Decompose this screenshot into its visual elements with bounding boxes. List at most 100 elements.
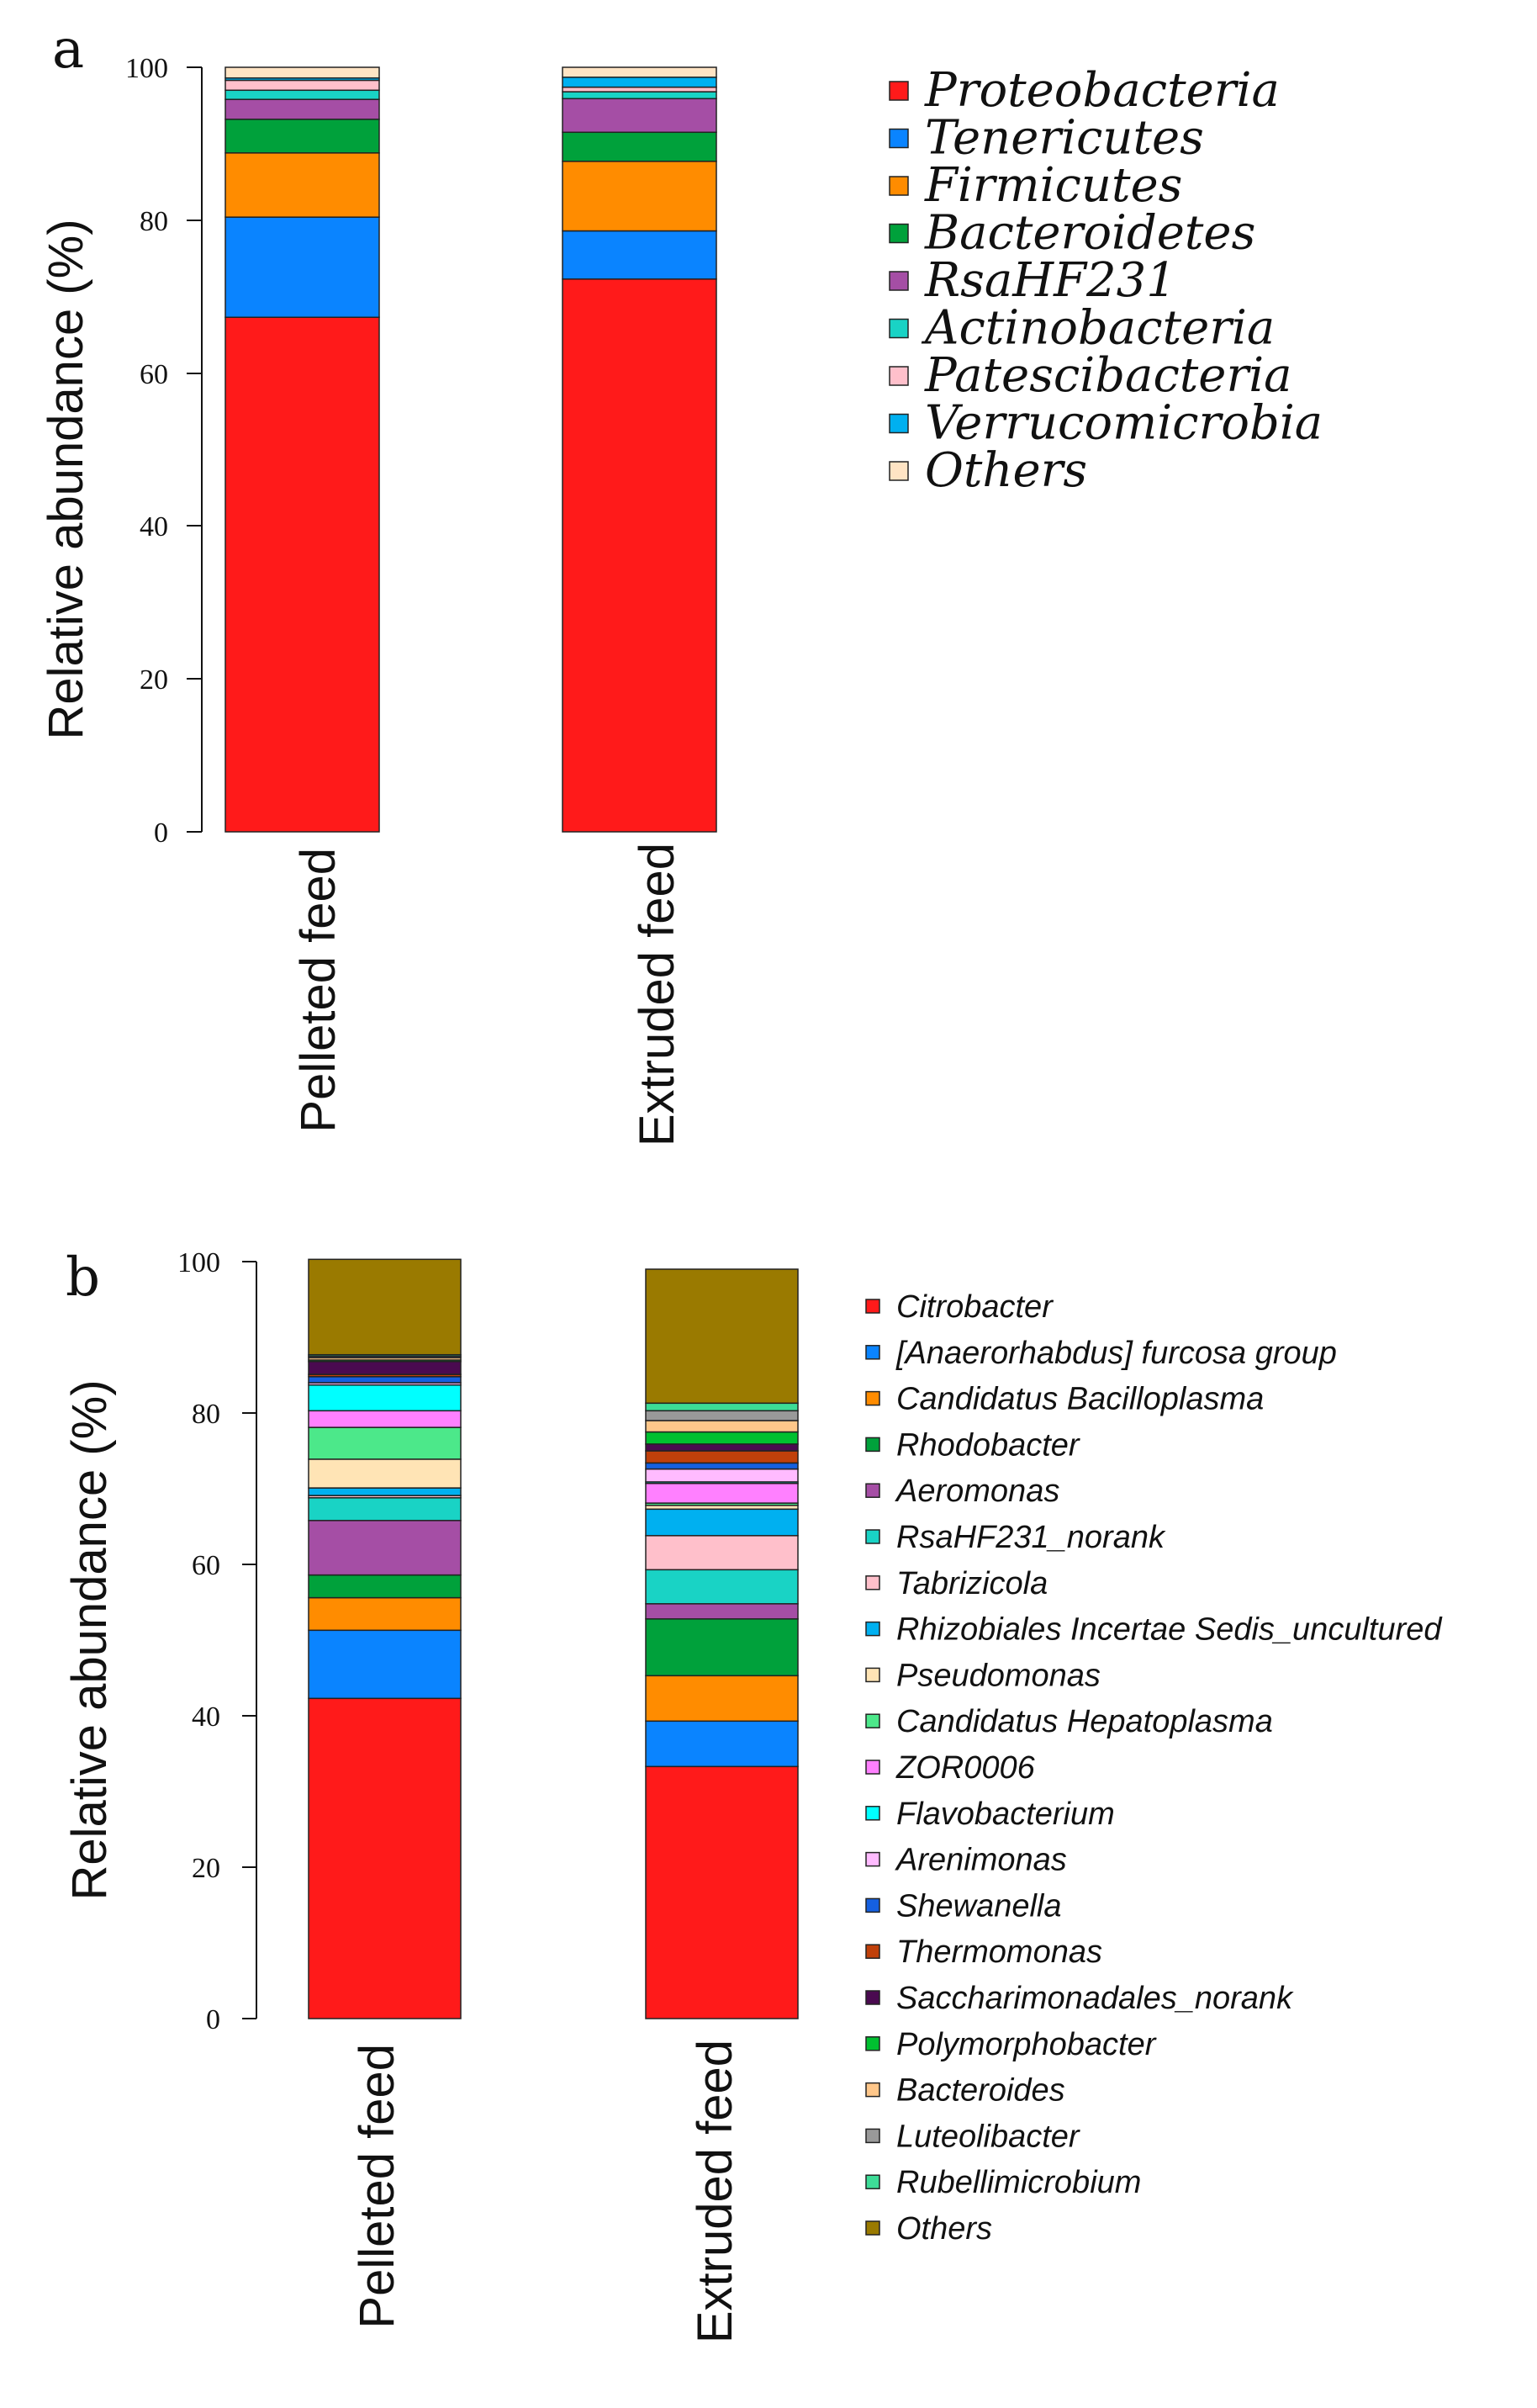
panel-a-legend-label-verrucomicrobia: Verrucomicrobia: [925, 396, 1323, 451]
panel-b-legend-label-rhizobiales-incertae-sedis-uncultured: Rhizobiales Incertae Sedis_uncultured: [896, 1612, 1443, 1648]
panel-a-legend-swatch-actinobacteria: [889, 318, 909, 339]
panel-a-bar-extruded-feed-proteobacteria: [562, 278, 717, 833]
panel-b-legend-swatch-tabrizicola: [865, 1575, 880, 1590]
panel-b-legend-label-arenimonas: Arenimonas: [895, 1843, 1067, 1878]
panel-b-legend-swatch-zor0006: [865, 1760, 880, 1775]
panel-a-tick-label-100: 100: [125, 53, 168, 84]
panel-b-legend-swatch-flavobacterium: [865, 1806, 880, 1821]
panel-b-bar-pelleted-feed-shewanella: [308, 1376, 462, 1384]
panel-a-bars: [224, 66, 717, 833]
panel-a-bar-extruded-feed-verrucomicrobia: [562, 77, 717, 88]
panel-a-legend-swatch-bacteroidetes: [889, 223, 909, 244]
panel-a-legend-swatch-verrucomicrobia: [889, 413, 909, 434]
panel-a-legend: ProteobacteriaTenericutesFirmicutesBacte…: [889, 63, 1323, 498]
panel-a-legend-label-firmicutes: Firmicutes: [924, 158, 1182, 213]
panel-b-legend-swatch-candidatus-hepatoplasma: [865, 1713, 880, 1728]
panel-a-legend-label-actinobacteria: Actinobacteria: [921, 301, 1275, 356]
panel-b-bar-pelleted-feed-flavobacterium: [308, 1384, 462, 1412]
panel-b-bar-extruded-feed-bacteroides: [645, 1420, 799, 1433]
panel-b-legend-swatch-bacteroides: [865, 2082, 880, 2098]
panel-a-bar-extruded-feed-tenericutes: [562, 230, 717, 280]
panel-b-bar-pelleted-feed-aeromonas: [308, 1520, 462, 1576]
panel-b-legend-label-others: Others: [896, 2211, 992, 2247]
panel-b-bar-pelleted-feed-rsahf231-norank: [308, 1497, 462, 1522]
panel-b-legend-swatch-rubellimicrobium: [865, 2174, 880, 2189]
panel-a-legend-label-patescibacteria: Patescibacteria: [924, 348, 1292, 403]
panel-b-bar-pelleted-feed-rhodobacter: [308, 1574, 462, 1599]
panel-b-legend-label-luteolibacter: Luteolibacter: [896, 2119, 1080, 2154]
panel-a-category-extruded: Extruded feed: [630, 843, 684, 1146]
panel-a-legend-swatch-rsahf231: [889, 271, 909, 291]
panel-b-bar-extruded-feed-thermomonas: [645, 1450, 799, 1464]
panel-b-legend-label-anaerorhabdus-furcosa-group: [Anaerorhabdus] furcosa group: [895, 1336, 1337, 1371]
panel-b-legend-swatch-candidatus-bacilloplasma: [865, 1390, 880, 1406]
panel-b-bar-extruded-feed-shewanella: [645, 1462, 799, 1470]
panel-b-legend-swatch-saccharimonadales-norank: [865, 1990, 880, 2005]
panel-b-legend-swatch-others: [865, 2220, 880, 2236]
panel-a-bar-extruded-feed-firmicutes: [562, 161, 717, 232]
panel-b-bar-extruded-feed-candidatus-bacilloplasma: [645, 1675, 799, 1723]
panel-b-bar-pelleted-feed-rhizobiales-incertae-sedis-uncultured: [308, 1487, 462, 1496]
panel-b-tick-label-100: 100: [177, 1247, 220, 1278]
panel-b-bar-pelleted-feed-candidatus-bacilloplasma: [308, 1596, 462, 1632]
panel-a-y-axis-title: Relative abundance (%): [39, 219, 93, 739]
panel-a-legend-swatch-firmicutes: [889, 176, 909, 196]
panel-b-legend-label-bacteroides: Bacteroides: [896, 2073, 1065, 2109]
panel-b-legend-label-polymorphobacter: Polymorphobacter: [896, 2027, 1157, 2062]
panel-b-legend-label-aeromonas: Aeromonas: [895, 1474, 1059, 1509]
panel-b: b Relative abundance (%) 0 20 40 60 80 1…: [62, 1246, 1443, 2343]
panel-a-bar-pelleted-feed-firmicutes: [224, 152, 380, 218]
panel-a-tick-label-60: 60: [140, 359, 168, 390]
panel-b-legend-swatch-pseudomonas: [865, 1667, 880, 1683]
panel-b-legend-label-tabrizicola: Tabrizicola: [896, 1566, 1048, 1601]
panel-a-legend-label-rsahf231: RsaHF231: [924, 253, 1176, 308]
panel-b-bar-pelleted-feed-citrobacter: [308, 1697, 462, 2019]
panel-b-bar-extruded-feed-aeromonas: [645, 1603, 799, 1620]
panel-b-bar-extruded-feed-others: [645, 1268, 799, 1405]
panel-a-tick-label-80: 80: [140, 206, 168, 237]
panel-b-bar-pelleted-feed-others: [308, 1258, 462, 1356]
panel-b-legend-label-rhodobacter: Rhodobacter: [896, 1427, 1080, 1463]
panel-b-bar-extruded-feed-saccharimonadales-norank: [645, 1443, 799, 1452]
panel-b-y-axis-title: Relative abundance (%): [62, 1379, 117, 1900]
panel-b-legend-swatch-thermomonas: [865, 1944, 880, 1959]
panel-b-bar-extruded-feed-polymorphobacter: [645, 1431, 799, 1445]
panel-b-legend-swatch-aeromonas: [865, 1483, 880, 1498]
panel-a-legend-swatch-tenericutes: [889, 128, 909, 149]
panel-a-legend-swatch-others: [889, 461, 909, 481]
panel-a-y-ticks: 0 20 40 60 80 100: [125, 53, 202, 849]
panel-a-category-pelleted: Pelleted feed: [291, 848, 346, 1133]
panel-b-legend-label-saccharimonadales-norank: Saccharimonadales_norank: [896, 1981, 1294, 2016]
panel-b-bar-extruded-feed-rhizobiales-incertae-sedis-uncultured: [645, 1508, 799, 1537]
panel-b-legend: Citrobacter [Anaerorhabdus] furcosa group…: [865, 1289, 1443, 2247]
panel-b-bar-extruded-feed-rhodobacter: [645, 1618, 799, 1677]
panel-a-tick-label-20: 20: [140, 664, 168, 696]
panel-b-legend-swatch-anaerorhabdus-furcosa-group: [865, 1345, 880, 1360]
panel-b-bar-extruded-feed-citrobacter: [645, 1765, 799, 2019]
panel-b-bar-pelleted-feed-anaerorhabdus-furcosa-group: [308, 1629, 462, 1700]
panel-a-bar-extruded-feed-others: [562, 66, 717, 78]
panel-b-legend-swatch-citrobacter: [865, 1299, 880, 1314]
panel-b-category-pelleted: Pelleted feed: [350, 2044, 404, 2329]
panel-b-bar-pelleted-feed-zor0006: [308, 1410, 462, 1428]
panel-b-tick-label-20: 20: [192, 1853, 220, 1884]
panel-a-bar-pelleted-feed-others: [224, 66, 380, 79]
panel-b-legend-label-rsahf231-norank: RsaHF231_norank: [896, 1520, 1166, 1555]
panel-a-bar-extruded-feed-bacteroidetes: [562, 131, 717, 162]
panel-a-legend-swatch-proteobacteria: [889, 81, 909, 101]
panel-b-legend-swatch-polymorphobacter: [865, 2036, 880, 2051]
panel-a-legend-label-others: Others: [925, 443, 1087, 498]
panel-b-bar-extruded-feed-zor0006: [645, 1482, 799, 1504]
panel-b-bar-pelleted-feed-saccharimonadales-norank: [308, 1361, 462, 1375]
panel-b-bar-extruded-feed-tabrizicola: [645, 1535, 799, 1571]
panel-a-bar-pelleted-feed-proteobacteria: [224, 316, 380, 833]
panel-b-legend-label-citrobacter: Citrobacter: [896, 1289, 1054, 1325]
panel-b-legend-swatch-rhodobacter: [865, 1437, 880, 1453]
panel-a-legend-swatch-patescibacteria: [889, 366, 909, 386]
panel-b-bar-extruded-feed-arenimonas: [645, 1468, 799, 1483]
panel-b-bar-extruded-feed-rubellimicrobium: [645, 1402, 799, 1412]
panel-b-legend-label-rubellimicrobium: Rubellimicrobium: [896, 2165, 1141, 2200]
panel-a-tick-label-0: 0: [154, 818, 168, 849]
panel-a-tick-label-40: 40: [140, 511, 168, 542]
